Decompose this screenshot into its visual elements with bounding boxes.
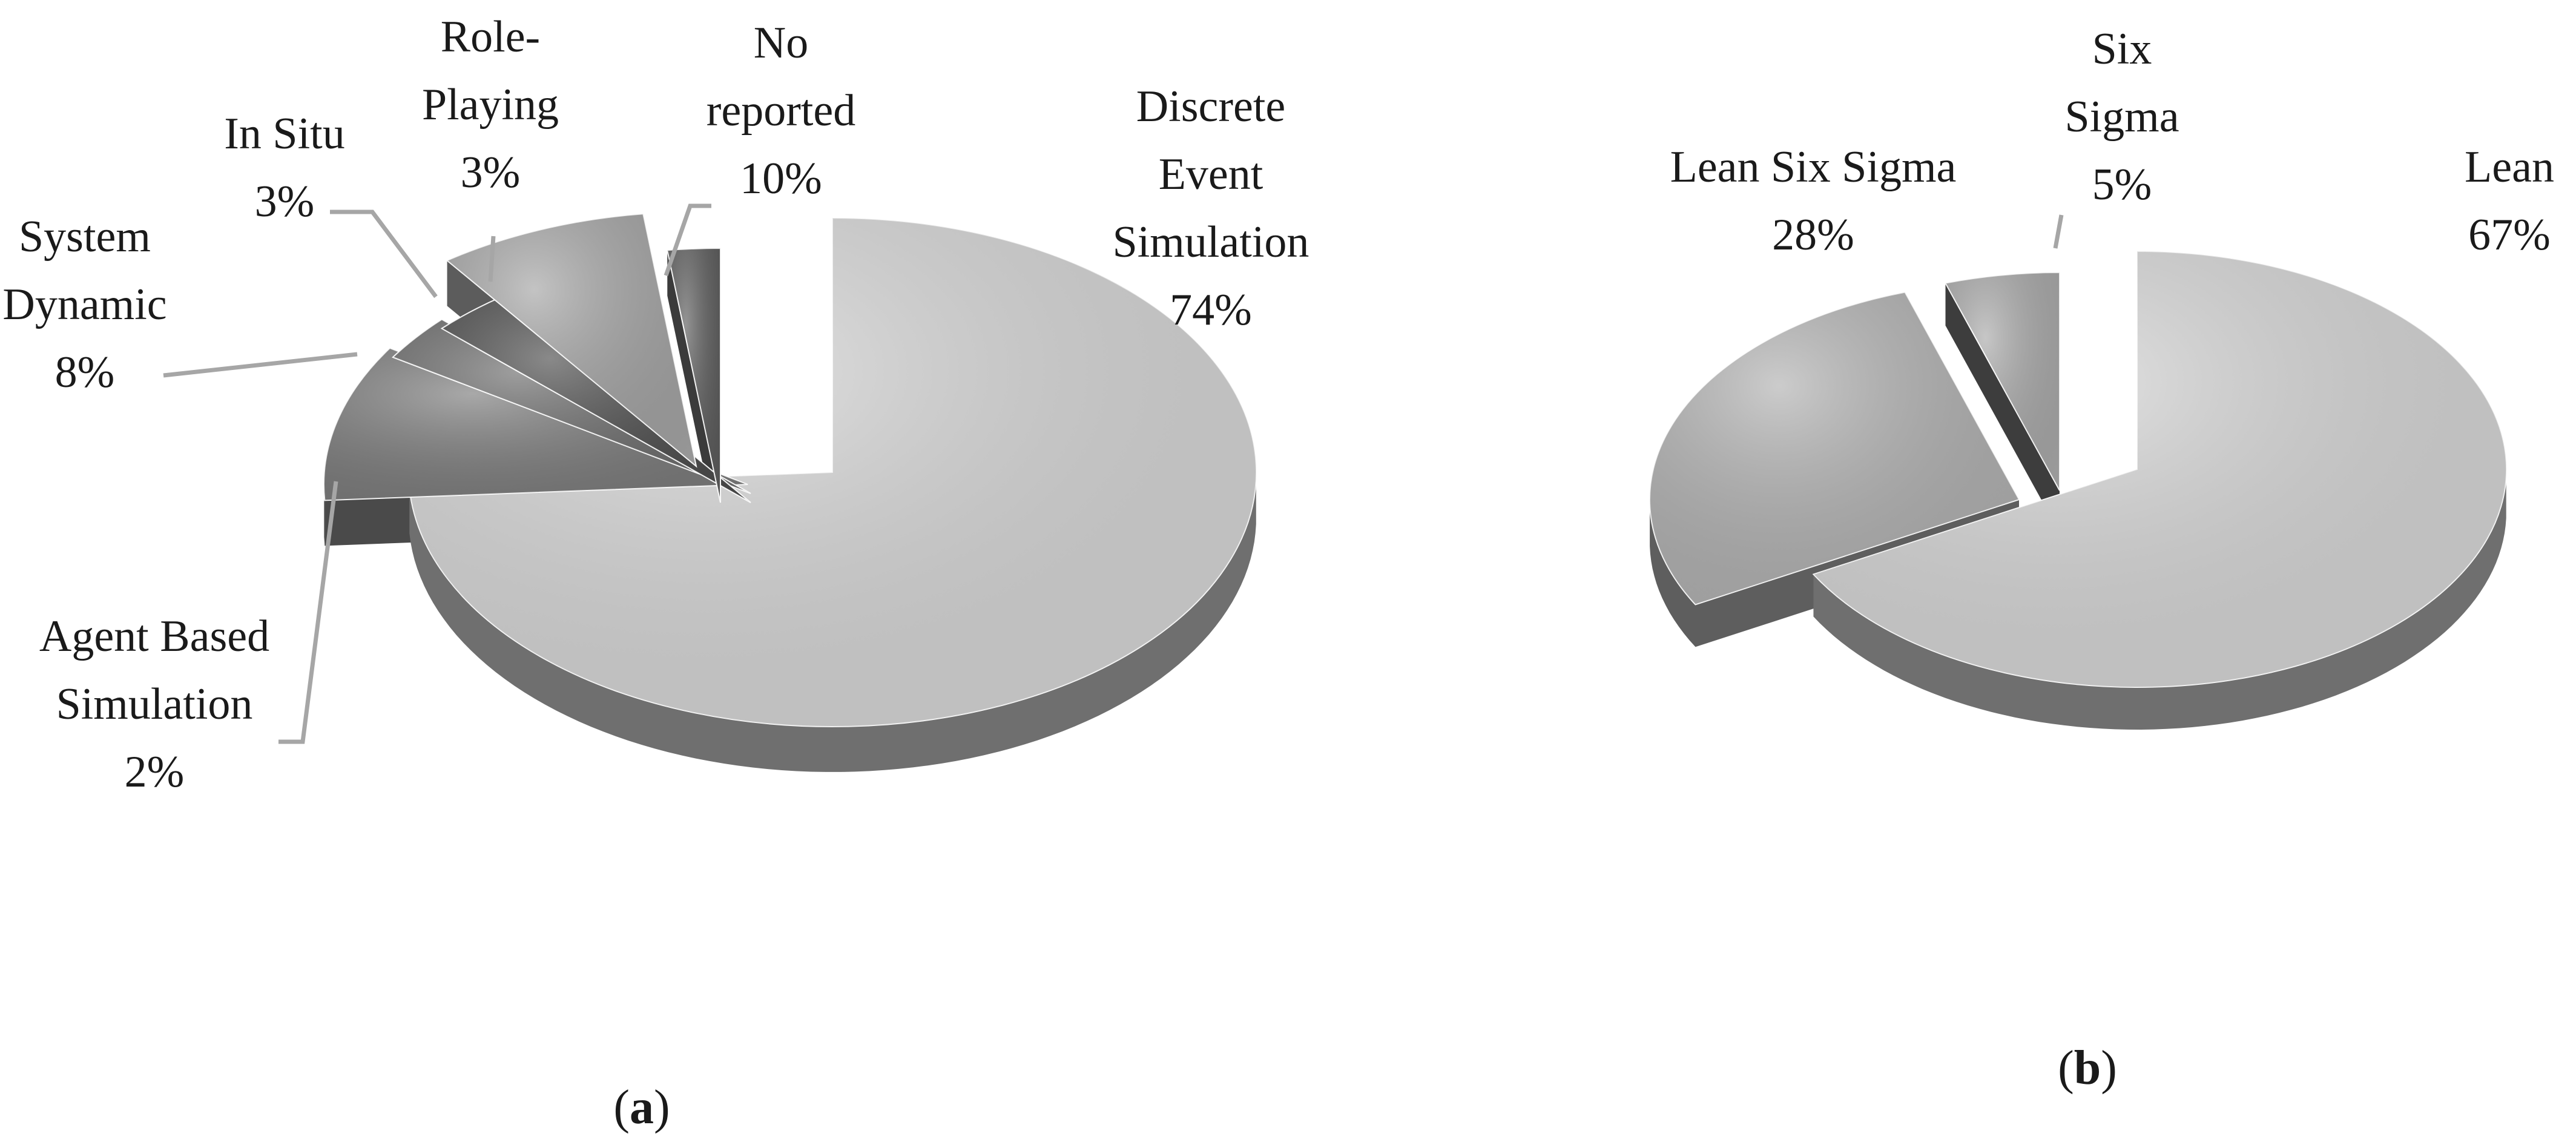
pie-a-leader-lines: [163, 203, 711, 744]
pie-a-label-4: System Dynamic 8%: [2, 212, 166, 397]
pie-a-label-0: Discrete Event Simulation 74%: [1113, 82, 1309, 335]
pie-a-label-1: No reported 10%: [707, 18, 856, 203]
pie-b-slice-wall-2-0: [1945, 283, 2060, 533]
pie-a-leader-1: [664, 203, 711, 277]
pie-chart-b: Lean 67% Lean Six Sigma 28% Six Sigma 5% (b): [1649, 24, 2554, 1095]
pie-a-slice-shade-4: [447, 214, 696, 466]
pie-b-slice-shade-0: [1813, 251, 2506, 687]
caption-b: (b): [2058, 1041, 2117, 1095]
pie-a-leader-4: [163, 352, 358, 378]
pie-b-slice-side-0: [1813, 475, 2506, 730]
pie-a-labels: Discrete Event Simulation 74% No reported 10% R…: [2, 12, 1309, 797]
pie-b-label-1: Lean Six Sigma 28%: [1670, 142, 1957, 260]
pie-a-label-5: Agent Based Simulation 2%: [39, 612, 269, 797]
pie-a-slice-shade-0: [409, 218, 1256, 727]
pie-chart-a: Discrete Event Simulation 74% No reported 10% R…: [2, 12, 1309, 1134]
pie-b-slice-shade-1: [1649, 292, 2019, 605]
pie-a-slice-shade-3: [441, 297, 751, 503]
pie-b-label-0: Lean 67%: [2465, 142, 2554, 260]
pie-a-leader-2: [488, 236, 496, 282]
pie-b-labels: Lean 67% Lean Six Sigma 28% Six Sigma 5%: [1670, 24, 2554, 260]
pie-a-label-3: In Situ 3%: [224, 109, 344, 226]
pie-a-leader-5: [278, 481, 338, 744]
pie-a-leader-3: [330, 210, 438, 299]
pie-b-slice-shade-2: [1945, 272, 2060, 490]
pie-a-slice-shade-1: [324, 348, 748, 501]
pie-b-label-2: Six Sigma 5%: [2064, 24, 2179, 210]
pie-a-slice-side-0: [409, 478, 1256, 772]
caption-a: (a): [613, 1081, 670, 1134]
pie-a-tops: [323, 213, 1257, 727]
pie-b-tops: [1649, 250, 2507, 688]
pie-b-leader-lines: [2053, 214, 2064, 249]
pie-a-slice-shade-5: [667, 248, 720, 503]
pie-b-leader-2: [2053, 214, 2064, 249]
pie-a-label-2: Role-Playing 3%: [422, 12, 559, 197]
